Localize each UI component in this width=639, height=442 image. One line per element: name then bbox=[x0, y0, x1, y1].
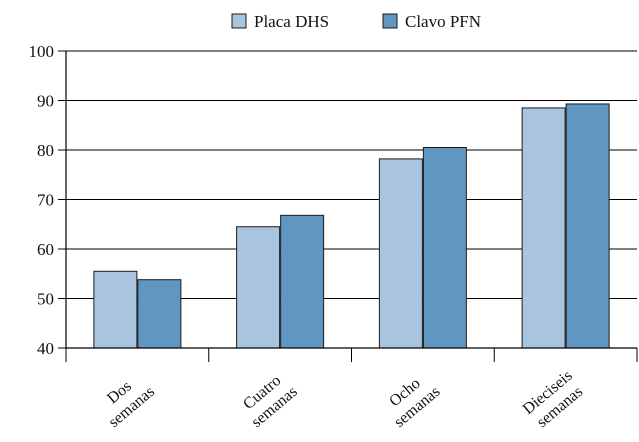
bar-placa-dhs-2 bbox=[236, 226, 281, 349]
y-tick-label: 40 bbox=[37, 339, 54, 358]
legend-label: Placa DHS bbox=[254, 12, 329, 31]
bar-clavo-pfn-2 bbox=[280, 214, 325, 349]
bar-clavo-pfn-4 bbox=[565, 103, 610, 349]
y-tick-label: 50 bbox=[37, 290, 54, 309]
y-tick-label: 100 bbox=[29, 42, 55, 61]
bars bbox=[93, 103, 610, 349]
y-tick-label: 70 bbox=[37, 191, 54, 210]
legend-swatch bbox=[382, 13, 398, 29]
y-tick-label: 90 bbox=[37, 92, 54, 111]
y-tick-label: 80 bbox=[37, 141, 54, 160]
bar-placa-dhs-1 bbox=[93, 270, 138, 349]
bar-placa-dhs-3 bbox=[378, 158, 423, 349]
legend-label: Clavo PFN bbox=[405, 12, 481, 31]
bar-placa-dhs-4 bbox=[521, 107, 566, 349]
y-axis-ticks: 40 50 60 70 80 90 100 bbox=[29, 42, 66, 358]
bar-clavo-pfn-3 bbox=[422, 147, 467, 349]
y-tick-label: 60 bbox=[37, 240, 54, 259]
legend: Placa DHS Clavo PFN bbox=[231, 12, 481, 31]
bar-clavo-pfn-1 bbox=[137, 279, 182, 349]
legend-swatch bbox=[231, 13, 247, 29]
